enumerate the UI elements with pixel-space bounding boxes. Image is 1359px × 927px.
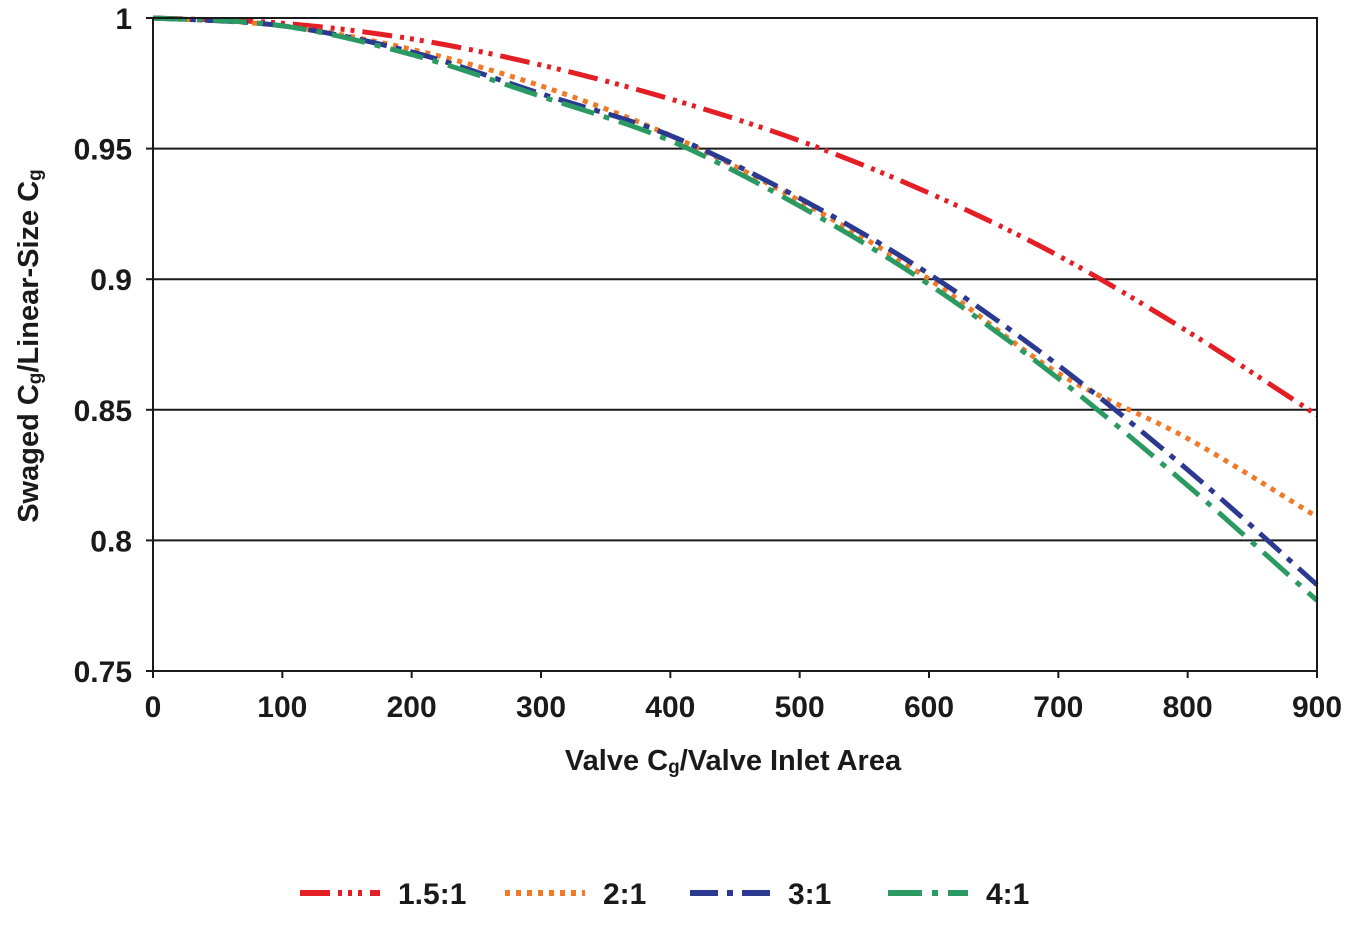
x-tick-label: 900 [1292,691,1342,724]
x-axis-label-sub: g [668,757,680,778]
plot-frame [152,17,1318,672]
series-lines [152,15,1319,603]
x-tick-label: 800 [1163,691,1213,724]
y-tick-label: 0.9 [90,264,132,297]
x-tick-label: 400 [645,691,695,724]
x-axis-label-main: Valve C [565,745,668,777]
y-axis-label-a: Swaged C [13,384,45,523]
y-tick-label: 0.8 [90,525,132,558]
y-axis-label-b: /Linear-Size C [13,181,45,373]
y-axis-label-sub1: g [25,373,46,385]
series-line-4:1 [152,15,1319,603]
legend-label-3:1: 3:1 [788,878,831,911]
x-tick-label: 300 [516,691,566,724]
legend: 1.5:1 2:1 3:1 4:1 [300,878,1029,911]
y-tick-label: 0.95 [74,134,132,167]
x-tick-labels: 0 100 200 300 400 500 600 700 800 900 [145,671,1342,724]
x-tick-label: 0 [145,691,162,724]
y-tick-labels: 0.75 0.8 0.85 0.9 0.95 1 [74,3,153,689]
series-line-1.5:1 [152,15,1319,418]
series-line-2:1 [152,15,1319,520]
x-tick-label: 100 [257,691,307,724]
x-tick-label: 600 [904,691,954,724]
y-tick-label: 0.85 [74,395,132,428]
y-axis-label: Swaged Cg/Linear-Size Cg [13,169,46,523]
legend-label-2:1: 2:1 [603,878,646,911]
x-axis-label-rest: /Valve Inlet Area [680,745,902,777]
x-tick-label: 200 [387,691,437,724]
y-tick-label: 0.75 [74,656,132,689]
legend-label-1.5:1: 1.5:1 [398,878,466,911]
x-axis-label: Valve Cg/Valve Inlet Area [565,745,902,778]
x-tick-label: 700 [1033,691,1083,724]
x-tick-label: 500 [775,691,825,724]
y-axis-label-sub2: g [25,169,46,181]
legend-label-4:1: 4:1 [986,878,1029,911]
y-tick-label: 1 [115,3,132,36]
grid-lines [153,17,1317,672]
series-line-3:1 [152,15,1319,587]
